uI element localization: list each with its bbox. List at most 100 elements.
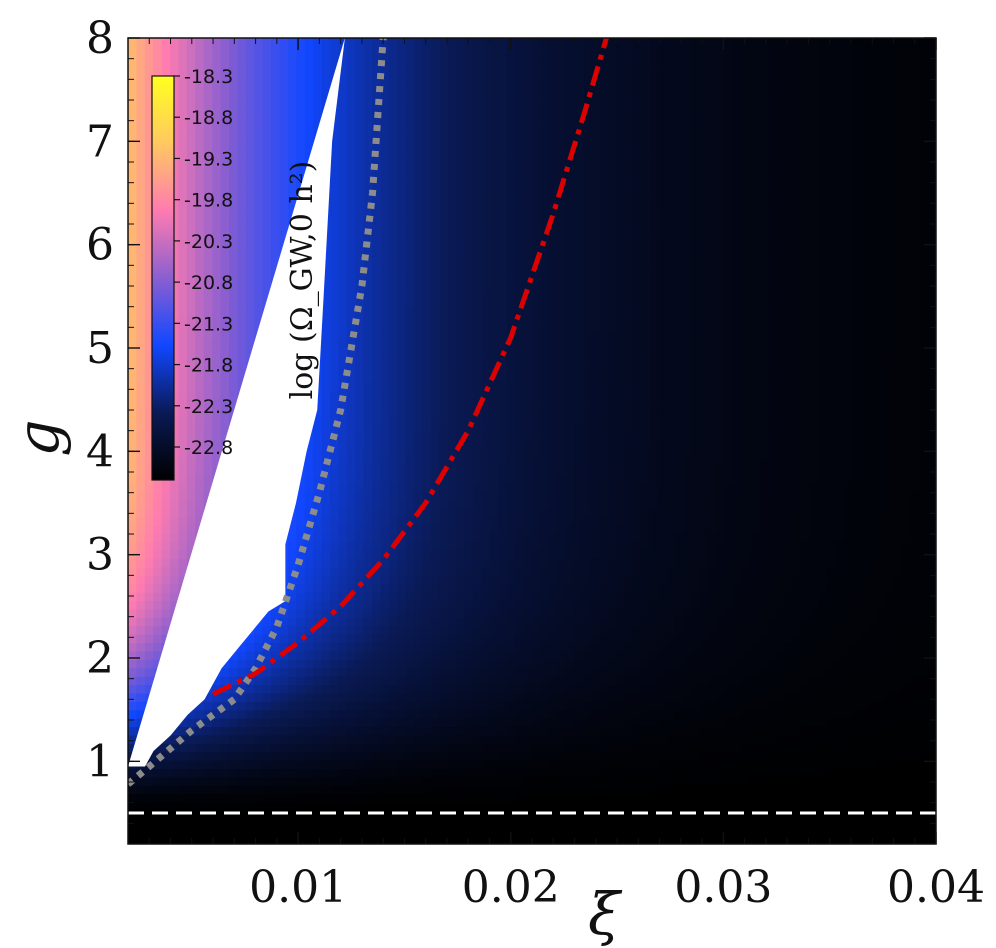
heatmap-cell bbox=[532, 273, 542, 283]
heatmap-cell bbox=[128, 130, 138, 140]
heatmap-cell bbox=[136, 457, 146, 467]
heatmap-cell bbox=[372, 760, 382, 770]
heatmap-cell bbox=[439, 701, 449, 711]
heatmap-cell bbox=[431, 197, 441, 207]
heatmap-cell bbox=[405, 827, 415, 837]
heatmap-cell bbox=[229, 205, 239, 215]
heatmap-cell bbox=[481, 407, 491, 417]
heatmap-cell bbox=[220, 726, 230, 736]
heatmap-cell bbox=[279, 667, 289, 677]
heatmap-cell bbox=[338, 785, 348, 795]
heatmap-cell bbox=[195, 835, 205, 844]
heatmap-cell bbox=[422, 390, 432, 400]
heatmap-cell bbox=[372, 583, 382, 593]
heatmap-cell bbox=[456, 650, 466, 660]
heatmap-cell bbox=[372, 734, 382, 744]
heatmap-cell bbox=[405, 88, 415, 98]
heatmap-cell bbox=[548, 130, 558, 140]
heatmap-cell bbox=[506, 734, 516, 744]
heatmap-cell bbox=[380, 726, 390, 736]
heatmap-cell bbox=[178, 718, 188, 728]
heatmap-cell bbox=[271, 726, 281, 736]
heatmap-cell bbox=[540, 566, 550, 576]
heatmap-cell bbox=[296, 810, 306, 820]
heatmap-cell bbox=[304, 113, 314, 123]
heatmap-cell bbox=[405, 692, 415, 702]
heatmap-cell bbox=[186, 407, 196, 417]
heatmap-cell bbox=[313, 827, 323, 837]
heatmap-cell bbox=[414, 231, 424, 241]
heatmap-cell bbox=[287, 550, 297, 560]
heatmap-cell bbox=[515, 566, 525, 576]
heatmap-cell bbox=[464, 642, 474, 652]
heatmap-cell bbox=[136, 415, 146, 425]
heatmap-cell bbox=[144, 298, 154, 308]
heatmap-cell bbox=[540, 432, 550, 442]
heatmap-cell bbox=[405, 482, 415, 492]
heatmap-cell bbox=[279, 776, 289, 786]
heatmap-cell bbox=[178, 256, 188, 266]
heatmap-cell bbox=[178, 147, 188, 157]
heatmap-cell bbox=[321, 760, 331, 770]
heatmap-cell bbox=[195, 415, 205, 425]
heatmap-cell bbox=[136, 642, 146, 652]
heatmap-cell bbox=[237, 163, 247, 173]
heatmap-cell bbox=[313, 768, 323, 778]
heatmap-cell bbox=[245, 776, 255, 786]
heatmap-cell bbox=[355, 533, 365, 543]
heatmap-cell bbox=[506, 256, 516, 266]
heatmap-cell bbox=[498, 600, 508, 610]
heatmap-cell bbox=[422, 642, 432, 652]
heatmap-cell bbox=[153, 508, 163, 518]
heatmap-cell bbox=[220, 88, 230, 98]
heatmap-cell bbox=[128, 634, 138, 644]
heatmap-cell bbox=[237, 827, 247, 837]
heatmap-cell bbox=[397, 155, 407, 165]
heatmap-cell bbox=[144, 172, 154, 182]
heatmap-cell bbox=[388, 508, 398, 518]
heatmap-cell bbox=[473, 533, 483, 543]
heatmap-cell bbox=[405, 776, 415, 786]
heatmap-cell bbox=[397, 466, 407, 476]
heatmap-cell bbox=[355, 231, 365, 241]
heatmap-cell bbox=[557, 449, 567, 459]
heatmap-cell bbox=[405, 760, 415, 770]
heatmap-cell bbox=[338, 147, 348, 157]
heatmap-cell bbox=[330, 38, 340, 47]
heatmap-cell bbox=[498, 172, 508, 182]
heatmap-cell bbox=[506, 88, 516, 98]
heatmap-cell bbox=[557, 365, 567, 375]
heatmap-cell bbox=[178, 793, 188, 803]
heatmap-cell bbox=[245, 667, 255, 677]
heatmap-cell bbox=[144, 357, 154, 367]
heatmap-cell bbox=[388, 348, 398, 358]
heatmap-cell bbox=[422, 46, 432, 56]
heatmap-cell bbox=[355, 38, 365, 47]
heatmap-cell bbox=[439, 659, 449, 669]
heatmap-cell bbox=[304, 718, 314, 728]
heatmap-cell bbox=[338, 726, 348, 736]
heatmap-cell bbox=[144, 684, 154, 694]
heatmap-cell bbox=[515, 306, 525, 316]
heatmap-cell bbox=[431, 424, 441, 434]
heatmap-cell bbox=[279, 163, 289, 173]
heatmap-cell bbox=[431, 63, 441, 73]
heatmap-cell bbox=[557, 457, 567, 467]
heatmap-cell bbox=[439, 827, 449, 837]
heatmap-cell bbox=[473, 818, 483, 828]
heatmap-cell bbox=[338, 541, 348, 551]
heatmap-cell bbox=[439, 147, 449, 157]
heatmap-cell bbox=[178, 491, 188, 501]
heatmap-cell bbox=[548, 659, 558, 669]
heatmap-cell bbox=[313, 105, 323, 115]
heatmap-cell bbox=[304, 566, 314, 576]
heatmap-cell bbox=[498, 113, 508, 123]
heatmap-cell bbox=[245, 88, 255, 98]
heatmap-cell bbox=[355, 457, 365, 467]
heatmap-cell bbox=[144, 785, 154, 795]
heatmap-cell bbox=[254, 625, 264, 635]
heatmap-cell bbox=[380, 818, 390, 828]
heatmap-cell bbox=[405, 726, 415, 736]
heatmap-cell bbox=[489, 533, 499, 543]
heatmap-cell bbox=[330, 575, 340, 585]
